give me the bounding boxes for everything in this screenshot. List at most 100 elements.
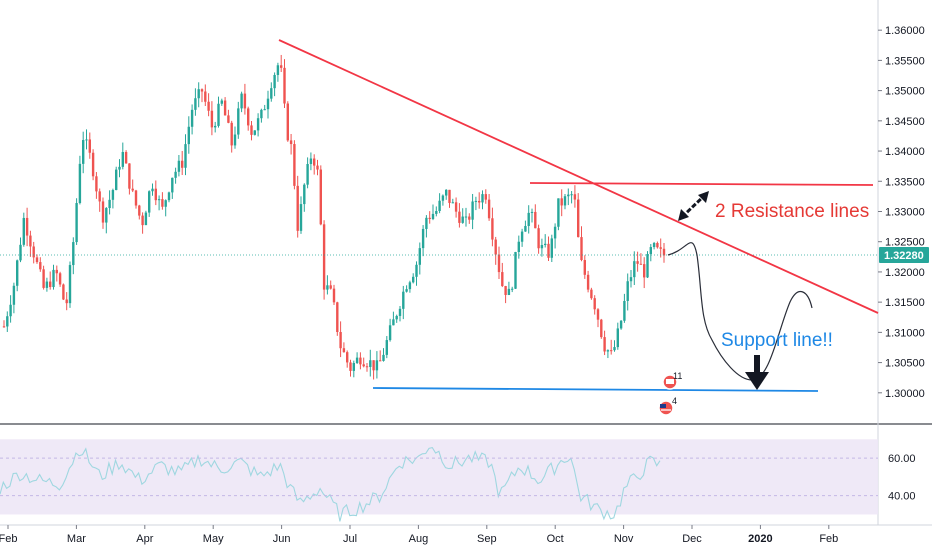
candle xyxy=(474,196,478,211)
candle-body xyxy=(517,241,520,253)
candle xyxy=(157,195,161,211)
price-axis[interactable]: 1.36000 1.35500 1.35000 1.34500 1.34000 1.335… xyxy=(878,25,925,400)
event-badge-us[interactable]: 4 xyxy=(658,396,677,416)
candle-body xyxy=(9,304,12,317)
candle xyxy=(45,277,49,292)
candle-body xyxy=(573,194,577,200)
rsi-axis[interactable]: 60.00 40.00 xyxy=(0,453,916,503)
candle-body xyxy=(181,160,184,168)
candle-body xyxy=(352,362,355,371)
candle xyxy=(616,322,619,350)
candle-body xyxy=(6,316,9,327)
candle-body xyxy=(441,195,445,201)
candle-body xyxy=(286,103,289,141)
candle-body xyxy=(157,199,161,201)
candle-body xyxy=(164,200,167,207)
candle-body xyxy=(662,248,666,256)
candle-body xyxy=(369,360,372,367)
candle-body xyxy=(405,289,408,292)
candle xyxy=(25,207,29,247)
candle xyxy=(105,207,108,234)
candle-body xyxy=(577,199,580,238)
price-tick-label: 1.30000 xyxy=(885,388,925,400)
candle-body xyxy=(161,199,164,207)
candle xyxy=(563,193,567,210)
candle-body xyxy=(553,226,557,239)
event-badge-canada[interactable]: 11 xyxy=(662,371,682,390)
candle xyxy=(527,205,530,234)
candle xyxy=(167,191,171,203)
candle xyxy=(270,82,273,102)
candle xyxy=(405,285,408,293)
candle xyxy=(82,131,85,174)
candle xyxy=(2,320,6,328)
price-tick-label: 1.33000 xyxy=(885,206,925,218)
candle-body xyxy=(85,139,88,141)
support-line[interactable] xyxy=(372,387,819,392)
candle xyxy=(260,108,263,123)
candle-body xyxy=(656,243,659,248)
candle xyxy=(369,349,372,377)
candle xyxy=(454,197,458,218)
candle-body xyxy=(415,264,418,277)
candle xyxy=(375,351,379,379)
candle xyxy=(471,193,474,230)
candle-body xyxy=(435,210,438,214)
resistance-label: 2 Resistance lines xyxy=(715,201,869,222)
candle-body xyxy=(646,254,649,278)
candle xyxy=(643,257,646,289)
time-tick-label: 2020 xyxy=(748,533,772,545)
candle-body xyxy=(603,337,606,352)
candle xyxy=(19,237,22,263)
candle xyxy=(148,190,151,217)
candle-body xyxy=(402,291,405,309)
price-tick-label: 1.31500 xyxy=(885,297,925,309)
candle xyxy=(504,285,507,304)
candle-body xyxy=(491,218,494,240)
candle-body xyxy=(329,285,332,289)
candle-body xyxy=(497,254,501,273)
candle-body xyxy=(273,74,276,89)
candle-body xyxy=(596,309,600,320)
candle xyxy=(266,90,270,119)
candle xyxy=(65,292,68,311)
candle xyxy=(659,238,662,258)
candle xyxy=(247,106,250,131)
candle xyxy=(524,220,527,232)
candle-body xyxy=(649,247,652,255)
candle xyxy=(633,251,636,285)
candle xyxy=(596,308,600,328)
candle-body xyxy=(25,217,29,236)
candle-body xyxy=(39,262,42,270)
candle-body xyxy=(280,65,283,68)
candle xyxy=(95,172,98,199)
time-axis[interactable]: Feb Mar Apr May Jun Jul Aug Sep Oct Nov Dec 2020 Feb xyxy=(0,525,838,545)
candle xyxy=(379,350,382,362)
candle-body xyxy=(388,325,392,341)
candle-body xyxy=(55,269,58,274)
time-tick-label: Jul xyxy=(343,533,357,545)
candle xyxy=(118,159,121,178)
candle-body xyxy=(19,244,22,261)
resistance-trendline-diagonal[interactable] xyxy=(278,39,879,314)
candle-body xyxy=(451,202,454,204)
projection-path[interactable] xyxy=(667,242,813,381)
candle xyxy=(656,241,659,249)
price-tick-label: 1.30500 xyxy=(885,358,925,370)
candle-body xyxy=(141,215,144,226)
candle-body xyxy=(362,364,365,367)
candle xyxy=(121,142,124,170)
candle-body xyxy=(639,263,643,265)
candle xyxy=(388,318,392,342)
resistance-trendline-horizontal[interactable] xyxy=(529,182,874,186)
price-tick-label: 1.31000 xyxy=(885,327,925,339)
candle xyxy=(52,264,55,290)
candle xyxy=(336,301,339,336)
candle xyxy=(111,188,115,209)
candle xyxy=(299,196,303,234)
candle-body xyxy=(115,169,118,191)
candle xyxy=(547,236,550,262)
candle-body xyxy=(303,184,306,205)
candle xyxy=(204,84,207,107)
